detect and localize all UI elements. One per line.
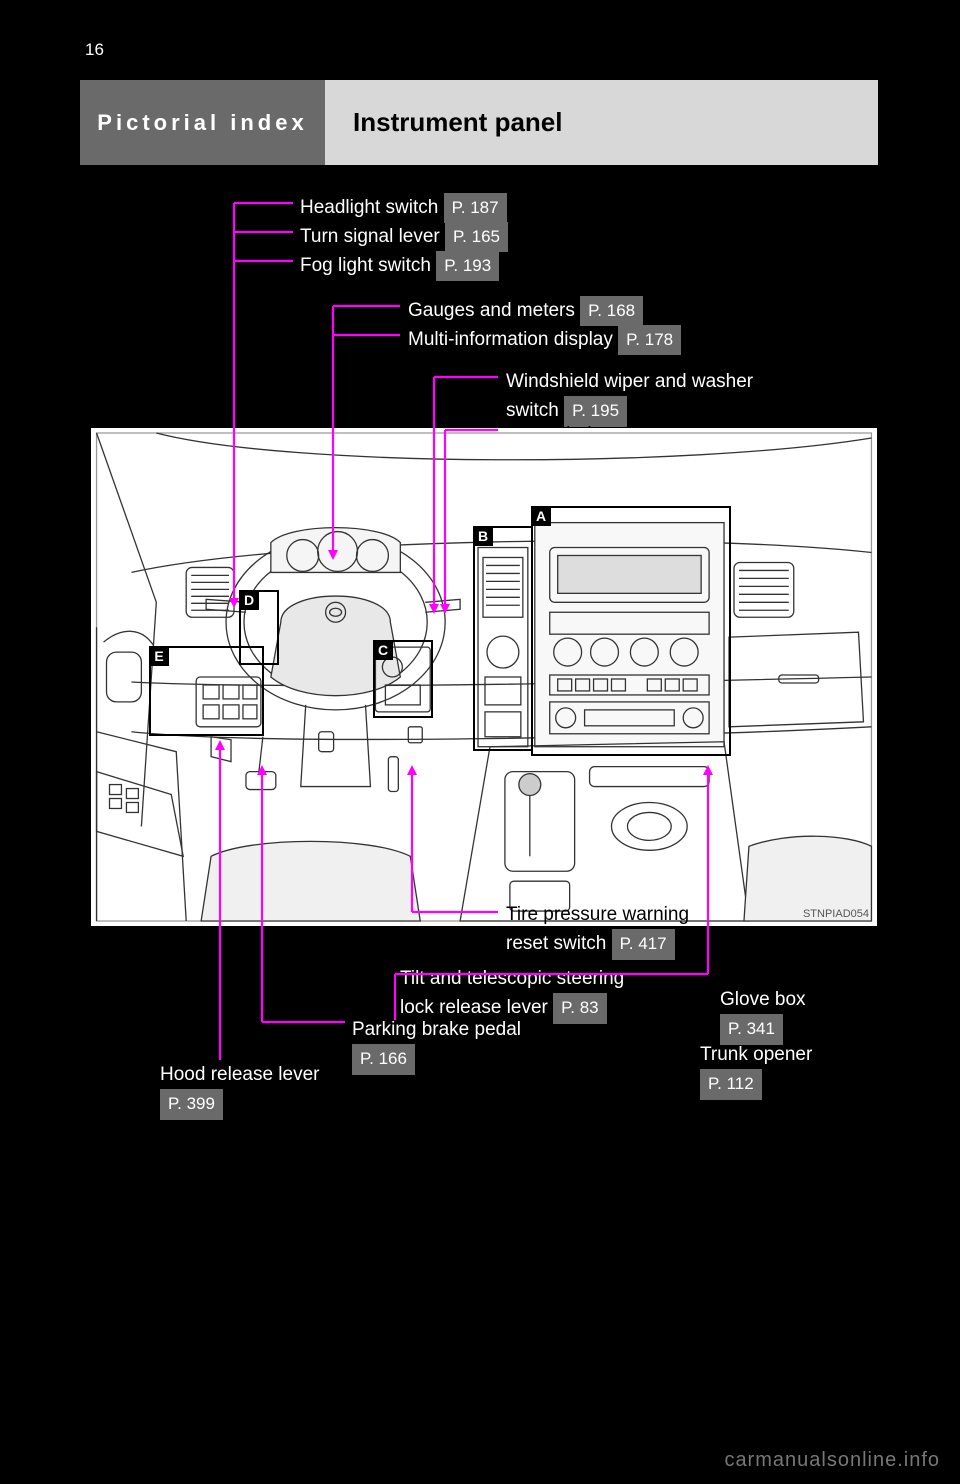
callout-glove-box: Glove box P. 341 bbox=[720, 985, 806, 1045]
callout-gauges-meters: Gauges and meters P. 168 bbox=[408, 296, 643, 326]
callout-text: Parking brake pedal bbox=[352, 1019, 521, 1040]
page-ref: P. 187 bbox=[444, 193, 507, 223]
callout-trunk-opener: Trunk opener P. 112 bbox=[700, 1040, 812, 1100]
callout-text: Gauges and meters bbox=[408, 300, 575, 321]
page-ref: P. 193 bbox=[436, 251, 499, 281]
zone-c-label: C bbox=[373, 640, 393, 660]
callout-text-line1: Tire pressure warning bbox=[506, 904, 689, 925]
callout-tire-pressure: Tire pressure warning reset switch P. 41… bbox=[506, 900, 856, 960]
page-ref: P. 417 bbox=[612, 929, 675, 959]
header-right-text: Instrument panel bbox=[353, 107, 562, 138]
zone-a-box bbox=[531, 506, 731, 756]
callout-text: Hood release lever bbox=[160, 1064, 319, 1085]
callout-windshield-wiper: Windshield wiper and washer switch P. 19… bbox=[506, 367, 886, 427]
page-ref: P. 178 bbox=[618, 325, 681, 355]
zone-a-label: A bbox=[531, 506, 551, 526]
zone-b-box bbox=[473, 526, 533, 751]
callout-text: Trunk opener bbox=[700, 1044, 812, 1065]
callout-turn-signal-lever: Turn signal lever P. 165 bbox=[300, 222, 508, 252]
callout-headlight-switch: Headlight switch P. 187 bbox=[300, 193, 507, 223]
callout-text: Multi-information display bbox=[408, 329, 613, 350]
watermark: carmanualsonline.info bbox=[724, 1449, 940, 1472]
callout-multi-info-display: Multi-information display P. 178 bbox=[408, 325, 681, 355]
instrument-panel-illustration: A B C D E STNPIAD054 bbox=[90, 427, 878, 927]
callout-text-line1: Windshield wiper and washer bbox=[506, 371, 753, 392]
page-ref: P. 168 bbox=[580, 296, 643, 326]
zone-d-label: D bbox=[239, 590, 259, 610]
callout-text: Turn signal lever bbox=[300, 226, 440, 247]
callout-text: Headlight switch bbox=[300, 197, 438, 218]
zone-e-label: E bbox=[149, 646, 169, 666]
page-ref: P. 165 bbox=[445, 222, 508, 252]
callout-text-line1: Tilt and telescopic steering bbox=[400, 968, 624, 989]
zone-b-label: B bbox=[473, 526, 493, 546]
header-left-text: Pictorial index bbox=[97, 110, 307, 136]
header-pictorial-index: Pictorial index bbox=[80, 80, 325, 165]
header-instrument-panel: Instrument panel bbox=[325, 80, 878, 165]
callout-text: Glove box bbox=[720, 989, 806, 1010]
callout-text-line2: reset switch bbox=[506, 934, 606, 955]
callout-text-line2: switch bbox=[506, 401, 559, 422]
page-ref: P. 112 bbox=[700, 1069, 762, 1099]
callout-text: Fog light switch bbox=[300, 255, 431, 276]
page-number: 16 bbox=[85, 40, 104, 60]
callout-fog-light-switch: Fog light switch P. 193 bbox=[300, 251, 499, 281]
page-ref: P. 399 bbox=[160, 1089, 223, 1119]
callout-hood-release: Hood release lever P. 399 bbox=[160, 1060, 380, 1120]
callout-parking-brake: Parking brake pedal P. 166 bbox=[352, 1015, 612, 1075]
